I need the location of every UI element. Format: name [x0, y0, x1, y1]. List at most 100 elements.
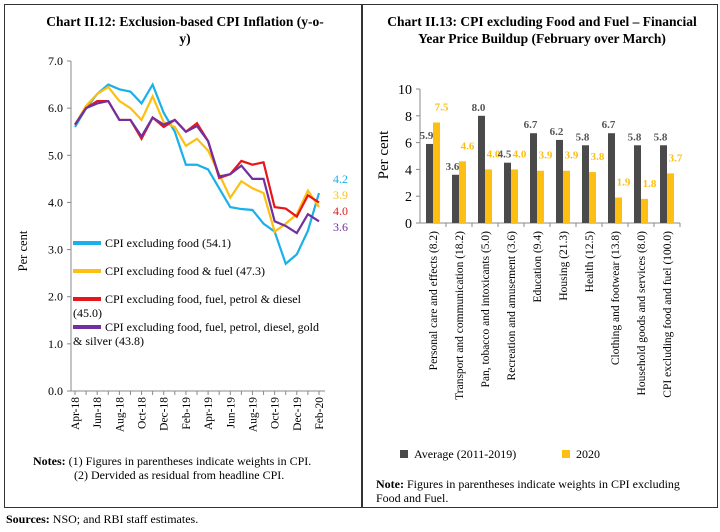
bar-value-label: 3.9 — [539, 150, 553, 162]
y-tick-label: 0 — [405, 217, 412, 232]
y-axis-label: Per cent — [376, 130, 392, 180]
legend-label: (45.0) — [73, 306, 102, 320]
legend-label: CPI excluding food (54.1) — [105, 236, 231, 250]
note: Note: Figures in parentheses indicate we… — [376, 477, 706, 505]
y-tick-label: 3.0 — [48, 243, 63, 257]
bar — [433, 122, 440, 223]
bar-value-label: 3.9 — [565, 150, 579, 162]
bar-value-label: 3.6 — [446, 161, 460, 173]
line-chart: 0.0 1.0 2.0 3.0 4.0 5.0 6.0 7.0 Apr-18 Jun-18 Aug-… — [16, 54, 348, 432]
bar — [504, 162, 511, 223]
x-tick-label: CPI excluding food and fuel (100.0) — [662, 231, 674, 398]
y-tick-label: 1.0 — [48, 337, 63, 351]
bar — [459, 161, 466, 223]
legend-label: 2020 — [576, 447, 600, 461]
legend-label: CPI excluding food & fuel (47.3) — [105, 264, 265, 278]
legend-label: Average (2011-2019) — [414, 447, 516, 461]
bar-value-label: 6.7 — [524, 119, 538, 131]
x-tick-label: Apr-19 — [203, 397, 215, 430]
y-tick-label: 0.0 — [48, 384, 63, 398]
x-tick-label: Oct-19 — [270, 397, 282, 429]
y-axis-label: Per cent — [16, 230, 30, 271]
legend-label: CPI excluding food, fuel, petrol & diese… — [105, 292, 302, 306]
bar-value-label: 5.8 — [654, 131, 668, 143]
x-tick-label: Dec-19 — [292, 397, 304, 431]
notes: Notes: (1) Figures in parentheses indica… — [33, 454, 311, 482]
legend-label: CPI excluding food, fuel, petrol, diesel… — [105, 320, 319, 334]
x-tick-label: Recreation and amusement (3.6) — [506, 231, 518, 381]
y-tick-label: 2.0 — [48, 290, 63, 304]
x-tick-label: Pan, tobacco and intoxicants (5.0) — [480, 231, 492, 388]
sources: Sources: NSO; and RBI staff estimates. — [6, 512, 198, 527]
bar-value-label: 5.8 — [576, 131, 590, 143]
bar-value-label: 5.8 — [628, 131, 642, 143]
x-tick-label: Transport and communication (18.2) — [454, 231, 466, 400]
bar-value-label: 5.9 — [420, 130, 434, 142]
end-value-label: 4.0 — [333, 204, 348, 218]
note-text: Figures in parentheses indicate weights … — [376, 477, 680, 505]
y-tick-label: 8 — [405, 110, 412, 125]
bar-value-label: 1.9 — [617, 177, 631, 189]
right-chart-panel: Chart II.13: CPI excluding Food and Fuel… — [361, 4, 718, 508]
x-tick-label: Health (12.5) — [584, 231, 596, 292]
note-1: Notes: (1) Figures in parentheses indica… — [33, 454, 312, 468]
bar — [563, 170, 570, 223]
x-tick-label: Household goods and services (8.0) — [636, 231, 648, 396]
x-tick-label: Jun-18 — [92, 397, 104, 429]
sources-label: Sources: — [6, 512, 50, 526]
bar — [582, 145, 589, 223]
bar — [641, 198, 648, 223]
end-value-label: 3.9 — [333, 188, 348, 202]
y-tick-label: 6 — [405, 137, 412, 152]
bar — [537, 170, 544, 223]
note-label: Note: — [376, 477, 404, 491]
x-tick-label: Education (9.4) — [532, 231, 544, 303]
bar-value-label: 4.0 — [513, 148, 527, 160]
chart-title: Chart II.13: CPI excluding Food and Fuel… — [387, 14, 697, 46]
left-chart-panel: Chart II.12: Exclusion-based CPI Inflati… — [4, 4, 363, 508]
x-tick-label: Jun-19 — [225, 397, 237, 429]
y-tick-label: 7.0 — [48, 54, 63, 68]
bar-value-label: 8.0 — [472, 102, 486, 114]
y-tick-label: 4 — [405, 163, 412, 178]
bar — [589, 172, 596, 223]
y-tick-label: 5.0 — [48, 148, 63, 162]
bar-value-label: 6.2 — [550, 126, 564, 138]
legend-swatch — [400, 450, 408, 458]
bar — [452, 174, 459, 223]
y-tick-label: 10 — [398, 83, 412, 98]
end-value-label: 3.6 — [333, 220, 348, 234]
bar — [634, 145, 641, 223]
x-tick-label: Personal care and effects (8.2) — [428, 231, 440, 370]
bar-value-label: 3.8 — [591, 151, 605, 163]
x-tick-label: Feb-19 — [181, 397, 193, 430]
series-line-3 — [74, 99, 320, 219]
bar-value-label: 6.7 — [602, 119, 616, 131]
bar — [615, 197, 622, 223]
legend-label: & silver (43.8) — [73, 334, 144, 348]
bar — [426, 143, 433, 223]
bar-value-label: 7.5 — [435, 102, 449, 114]
x-tick-label: Apr-18 — [70, 397, 82, 430]
legend-swatch — [562, 450, 570, 458]
bar — [478, 115, 485, 223]
bar — [530, 133, 537, 223]
bar-value-label: 3.7 — [669, 152, 683, 164]
bar-value-label: 1.8 — [643, 178, 657, 190]
bar — [485, 169, 492, 223]
bar — [608, 133, 615, 223]
x-tick-label: Aug-18 — [114, 397, 126, 432]
y-tick-label: 6.0 — [48, 101, 63, 115]
y-tick-label: 2 — [405, 190, 412, 205]
bar — [667, 173, 674, 223]
bar-value-label: 4.6 — [461, 140, 475, 152]
chart-title: Chart II.12: Exclusion-based CPI Inflati… — [46, 14, 324, 46]
bar — [511, 169, 518, 223]
x-tick-label: Dec-18 — [159, 397, 171, 431]
bar-chart: 0 2 4 6 8 10 Per cent 5.9 7.5 Personal care and e… — [376, 83, 683, 461]
x-tick-label: Oct-18 — [137, 397, 149, 429]
x-tick-label: Housing (21.3) — [558, 231, 570, 301]
x-tick-label: Feb-20 — [314, 397, 326, 430]
bar — [556, 139, 563, 223]
x-tick-label: Aug-19 — [247, 397, 259, 432]
